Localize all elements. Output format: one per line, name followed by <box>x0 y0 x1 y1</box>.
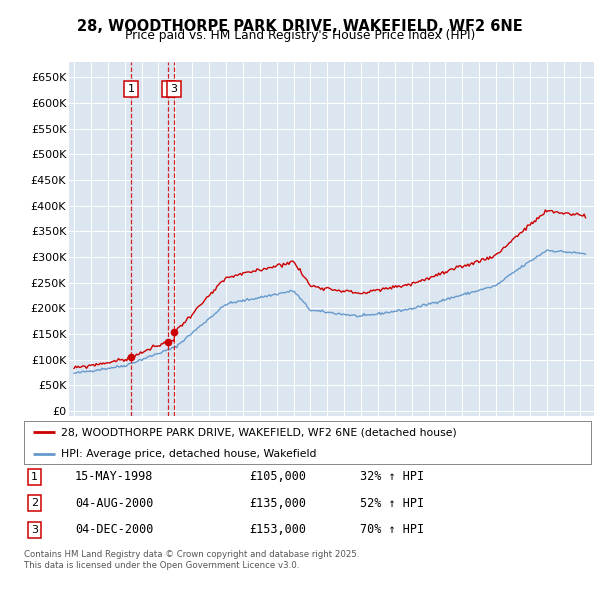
Text: 1: 1 <box>31 472 38 481</box>
Text: 2: 2 <box>31 499 38 508</box>
Text: HPI: Average price, detached house, Wakefield: HPI: Average price, detached house, Wake… <box>61 448 316 458</box>
Text: 28, WOODTHORPE PARK DRIVE, WAKEFIELD, WF2 6NE: 28, WOODTHORPE PARK DRIVE, WAKEFIELD, WF… <box>77 19 523 34</box>
Text: 15-MAY-1998: 15-MAY-1998 <box>75 470 154 483</box>
Text: 28, WOODTHORPE PARK DRIVE, WAKEFIELD, WF2 6NE (detached house): 28, WOODTHORPE PARK DRIVE, WAKEFIELD, WF… <box>61 427 457 437</box>
Text: 52% ↑ HPI: 52% ↑ HPI <box>360 497 424 510</box>
Text: £105,000: £105,000 <box>249 470 306 483</box>
Text: £153,000: £153,000 <box>249 523 306 536</box>
Text: This data is licensed under the Open Government Licence v3.0.: This data is licensed under the Open Gov… <box>24 561 299 570</box>
Text: 32% ↑ HPI: 32% ↑ HPI <box>360 470 424 483</box>
Text: Contains HM Land Registry data © Crown copyright and database right 2025.: Contains HM Land Registry data © Crown c… <box>24 550 359 559</box>
Text: 3: 3 <box>31 525 38 535</box>
Text: 3: 3 <box>170 84 178 94</box>
Text: 70% ↑ HPI: 70% ↑ HPI <box>360 523 424 536</box>
Text: 04-DEC-2000: 04-DEC-2000 <box>75 523 154 536</box>
Text: Price paid vs. HM Land Registry's House Price Index (HPI): Price paid vs. HM Land Registry's House … <box>125 30 475 42</box>
Text: 04-AUG-2000: 04-AUG-2000 <box>75 497 154 510</box>
Text: £135,000: £135,000 <box>249 497 306 510</box>
Text: 2: 2 <box>164 84 172 94</box>
Text: 1: 1 <box>127 84 134 94</box>
